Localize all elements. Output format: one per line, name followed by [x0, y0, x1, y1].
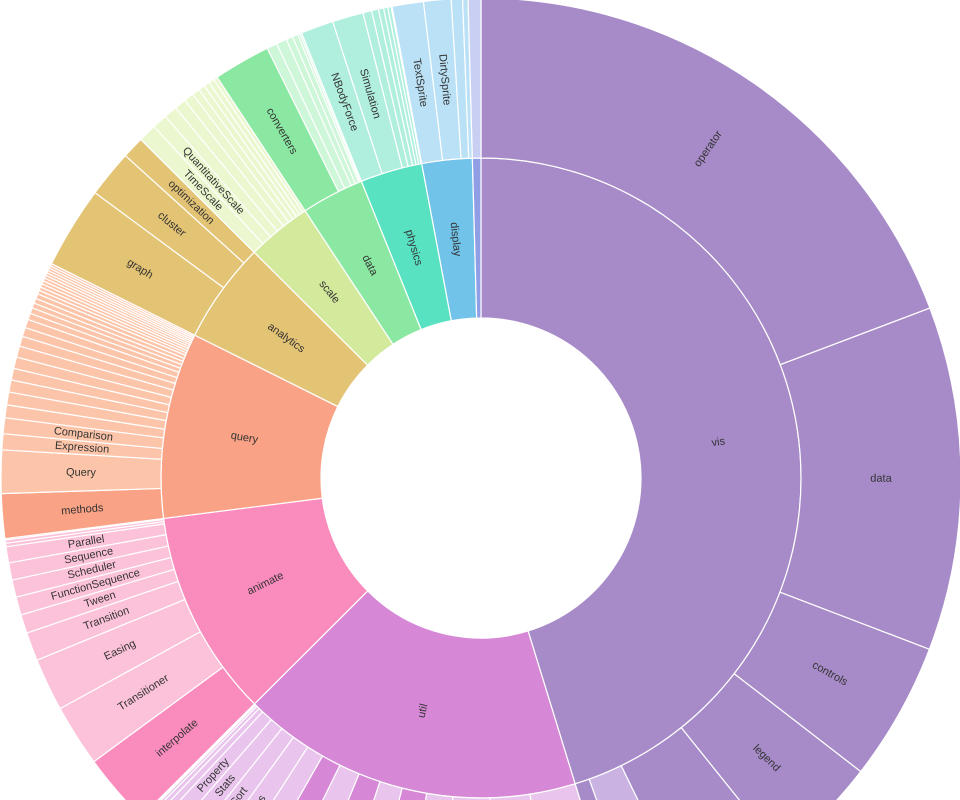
segment-data[interactable] — [779, 307, 960, 650]
segment-axis[interactable] — [620, 727, 781, 800]
segment-flarevis[interactable] — [467, 0, 482, 159]
segment-operator[interactable] — [480, 0, 931, 366]
